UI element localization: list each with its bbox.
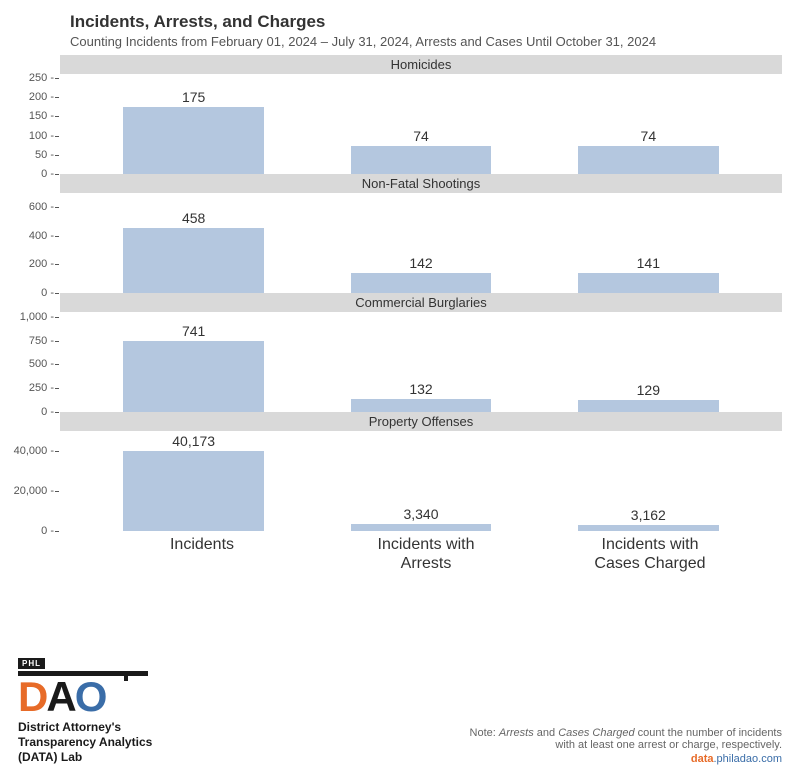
plot-area: 458 142 141 xyxy=(60,193,782,293)
x-axis-label: Incidents withCases Charged xyxy=(538,535,762,573)
bar-value-label: 741 xyxy=(182,323,205,339)
bar-value-label: 74 xyxy=(413,128,429,144)
chart-panel: Property Offenses0 -20,000 -40,000 -40,1… xyxy=(10,412,782,531)
bar xyxy=(123,228,264,293)
plot-area: 741 132 129 xyxy=(60,312,782,412)
bar xyxy=(578,400,719,412)
panel-body: 0 -50 -100 -150 -200 -250 -1757474 xyxy=(10,74,782,174)
y-tick: 250 - xyxy=(29,72,54,84)
bar-value-label: 142 xyxy=(409,255,432,271)
bar xyxy=(578,146,719,174)
plot-area: 175 74 74 xyxy=(60,74,782,174)
bar xyxy=(351,524,492,531)
y-tick: 20,000 - xyxy=(14,485,54,497)
y-tick: 500 - xyxy=(29,358,54,370)
y-tick: 600 - xyxy=(29,201,54,213)
bar-slot: 74 xyxy=(307,74,534,174)
x-axis-label: Incidents withArrests xyxy=(314,535,538,573)
bar-slot: 142 xyxy=(307,193,534,293)
x-axis: IncidentsIncidents withArrestsIncidents … xyxy=(60,531,800,573)
y-axis: 0 -250 -500 -750 -1,000 - xyxy=(10,312,60,412)
bar-value-label: 129 xyxy=(637,382,660,398)
y-tick: 0 - xyxy=(41,287,54,299)
x-axis-label: Incidents xyxy=(90,535,314,573)
bar xyxy=(578,273,719,293)
y-tick: 100 - xyxy=(29,130,54,142)
footnote: Note: Arrests and Cases Charged count th… xyxy=(462,727,782,765)
chart-header: Incidents, Arrests, and Charges Counting… xyxy=(0,0,800,55)
logo-phl-badge: PHL xyxy=(18,658,45,669)
bar xyxy=(351,273,492,293)
footnote-text: Note: Arrests and Cases Charged count th… xyxy=(462,727,782,751)
y-tick: 250 - xyxy=(29,382,54,394)
bar-value-label: 3,162 xyxy=(631,507,666,523)
y-tick: 0 - xyxy=(41,525,54,537)
bar xyxy=(351,399,492,412)
bar-slot: 458 xyxy=(80,193,307,293)
dao-logo: PHL DAO District Attorney's Transparency… xyxy=(18,653,152,765)
bar-value-label: 3,340 xyxy=(403,506,438,522)
y-tick: 200 - xyxy=(29,91,54,103)
y-tick: 750 - xyxy=(29,335,54,347)
plot-area: 40,173 3,340 3,162 xyxy=(60,431,782,531)
logo-subtitle: District Attorney's Transparency Analyti… xyxy=(18,720,152,765)
chart-subtitle: Counting Incidents from February 01, 202… xyxy=(70,34,800,49)
bar-value-label: 458 xyxy=(182,210,205,226)
logo-dao-text: DAO xyxy=(18,678,152,716)
bar xyxy=(578,525,719,531)
bar-slot: 40,173 xyxy=(80,431,307,531)
bar xyxy=(123,451,264,531)
bar-value-label: 175 xyxy=(182,89,205,105)
bar-slot: 132 xyxy=(307,312,534,412)
y-axis: 0 -200 -400 -600 - xyxy=(10,193,60,293)
logo-bar-icon xyxy=(18,671,148,676)
bar xyxy=(123,341,264,412)
chart-title: Incidents, Arrests, and Charges xyxy=(70,12,800,32)
y-tick: 50 - xyxy=(35,149,54,161)
panel-header: Non-Fatal Shootings xyxy=(60,174,782,193)
y-axis: 0 -50 -100 -150 -200 -250 - xyxy=(10,74,60,174)
bar-value-label: 141 xyxy=(637,255,660,271)
chart-panel: Homicides0 -50 -100 -150 -200 -250 -1757… xyxy=(10,55,782,174)
bar xyxy=(123,107,264,174)
y-tick: 200 - xyxy=(29,258,54,270)
panel-header: Property Offenses xyxy=(60,412,782,431)
bar-value-label: 132 xyxy=(409,381,432,397)
y-axis: 0 -20,000 -40,000 - xyxy=(10,431,60,531)
panel-header: Homicides xyxy=(60,55,782,74)
bar-slot: 74 xyxy=(535,74,762,174)
bar-value-label: 74 xyxy=(641,128,657,144)
bar-slot: 141 xyxy=(535,193,762,293)
y-tick: 0 - xyxy=(41,168,54,180)
source-link[interactable]: data.philadao.com xyxy=(462,753,782,765)
y-tick: 1,000 - xyxy=(20,311,54,323)
chart-panels: Homicides 0 - 50 - 100 - 150 - 200 - 250 - 175 7… xyxy=(0,55,800,531)
bar-value-label: 40,173 xyxy=(172,433,215,449)
chart-panel: Non-Fatal Shootings0 -200 -400 -600 -458… xyxy=(10,174,782,293)
panel-body: 0 -200 -400 -600 -458142141 xyxy=(10,193,782,293)
y-tick: 40,000 - xyxy=(14,445,54,457)
bar-slot: 129 xyxy=(535,312,762,412)
y-tick: 400 - xyxy=(29,230,54,242)
panel-body: 0 -20,000 -40,000 -40,1733,3403,162 xyxy=(10,431,782,531)
panel-header: Commercial Burglaries xyxy=(60,293,782,312)
panel-body: 0 -250 -500 -750 -1,000 -741132129 xyxy=(10,312,782,412)
bar-slot: 741 xyxy=(80,312,307,412)
bar-slot: 3,162 xyxy=(535,431,762,531)
bar-slot: 175 xyxy=(80,74,307,174)
chart-panel: Commercial Burglaries0 -250 -500 -750 -1… xyxy=(10,293,782,412)
y-tick: 150 - xyxy=(29,110,54,122)
bar xyxy=(351,146,492,174)
y-tick: 0 - xyxy=(41,406,54,418)
bar-slot: 3,340 xyxy=(307,431,534,531)
footer: PHL DAO District Attorney's Transparency… xyxy=(18,653,782,765)
